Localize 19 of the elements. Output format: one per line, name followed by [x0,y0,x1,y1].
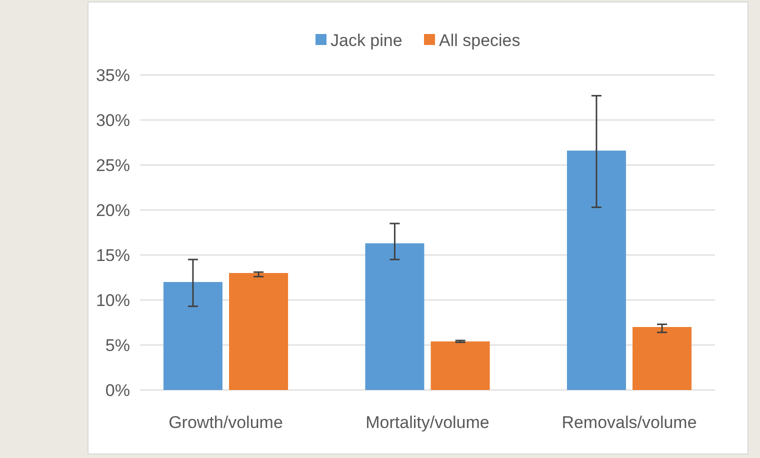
y-tick-label: 0% [105,380,130,400]
bar [229,273,288,390]
y-tick-label: 25% [96,156,130,175]
y-tick-label: 20% [96,200,130,220]
bar [430,341,490,390]
y-tick-label: 35% [96,66,130,85]
legend-label: Jack pine [330,30,402,50]
x-tick-label: Mortality/volume [366,413,490,432]
bar [632,327,692,390]
bar [566,150,626,390]
y-tick-label: 15% [96,246,130,265]
y-tick-label: 5% [105,336,130,355]
bar [365,243,424,390]
x-tick-label: Growth/volume [168,413,283,432]
y-tick-label: 30% [96,110,130,130]
legend-label: All species [439,30,520,50]
bar [163,282,222,390]
y-tick-label: 10% [96,290,130,310]
x-tick-label: Removals/volume [562,413,697,432]
